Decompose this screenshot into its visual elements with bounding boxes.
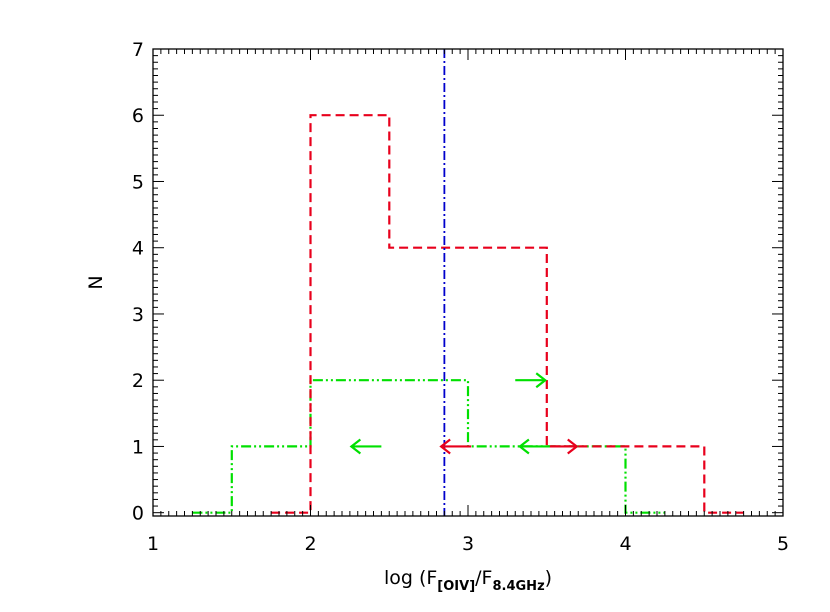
x-tick-label: 2 [304, 533, 316, 555]
arrow-head [439, 438, 451, 455]
arrow-head [535, 372, 548, 389]
y-tick-label: 4 [132, 238, 144, 260]
y-tick-label: 7 [132, 39, 144, 61]
limit-arrow-1-1 [515, 372, 548, 389]
limit-arrow-1-2 [518, 438, 550, 455]
limit-arrow-0-1 [546, 438, 579, 455]
x-title-sub2: 8.4GHz [492, 579, 544, 594]
arrow-head [567, 438, 579, 455]
x-tick-label: 1 [147, 533, 159, 555]
x-tick-label: 5 [777, 533, 789, 555]
x-title-mid: /F [475, 567, 492, 589]
x-title-sub1: [OIV] [437, 579, 475, 594]
x-title-prefix: log (F [384, 567, 437, 589]
arrow-head [349, 438, 362, 455]
histogram-series-1 [192, 379, 665, 514]
histogram-series-0 [271, 114, 744, 514]
y-tick-label: 3 [132, 304, 144, 326]
limit-arrow-0-0 [439, 438, 472, 455]
y-tick-label: 5 [132, 171, 144, 193]
y-tick-label: 6 [132, 105, 144, 127]
limit-arrow-1-0 [349, 438, 382, 455]
x-tick-label: 3 [462, 533, 474, 555]
series-layer [192, 49, 744, 516]
ticks-layer [152, 48, 784, 516]
x-title-suffix: ) [545, 567, 552, 589]
y-axis-title: N [85, 275, 107, 289]
y-tick-label: 1 [132, 436, 144, 458]
y-tick-label: 2 [132, 370, 144, 392]
y-tick-label: 0 [132, 503, 144, 525]
x-tick-label: 4 [619, 533, 631, 555]
x-axis-title: log (F[OIV]/F8.4GHz) [384, 567, 552, 594]
arrow-head [518, 438, 530, 455]
